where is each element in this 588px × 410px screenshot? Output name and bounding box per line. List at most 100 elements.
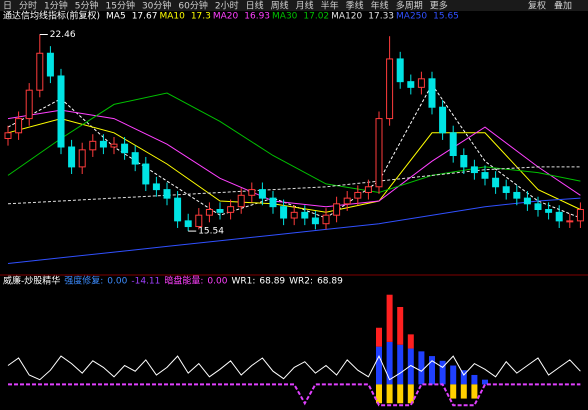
indicator-bar xyxy=(460,370,467,385)
indicator-bar xyxy=(471,374,478,385)
candle-body xyxy=(375,118,383,188)
readout-name: WR2: xyxy=(289,277,313,287)
readout-value: 68.89 xyxy=(259,277,285,287)
candle-body xyxy=(502,186,510,193)
candle-body xyxy=(4,132,12,139)
toolbar-tab[interactable]: 日线 xyxy=(246,0,264,12)
ma-line xyxy=(7,166,581,205)
candle-body xyxy=(576,209,584,222)
candle-body xyxy=(163,189,171,199)
candle-body xyxy=(78,149,86,168)
toolbar-button[interactable]: 叠加 xyxy=(554,1,572,12)
legend-value: 17.02 xyxy=(303,12,329,22)
toolbar-tab[interactable]: 15分钟 xyxy=(106,0,135,12)
toolbar-button[interactable]: 复权 xyxy=(528,0,546,12)
indicator-bar xyxy=(376,327,382,347)
legend-name: MA120 xyxy=(331,12,362,22)
legend-name: MA5 xyxy=(106,12,126,22)
candle-body xyxy=(258,189,266,199)
signal-line xyxy=(8,383,581,407)
toolbar-tab[interactable]: 月线 xyxy=(296,0,314,12)
legend-name: MA20 xyxy=(213,12,239,22)
candle-body xyxy=(15,118,23,134)
readout-value: 0.00 xyxy=(207,277,227,287)
candle-body xyxy=(280,206,288,219)
candle-body xyxy=(523,197,531,205)
candle-body xyxy=(407,81,415,88)
readout-name: 暗盘能量: xyxy=(164,275,203,287)
toolbar-tab[interactable]: 年线 xyxy=(371,0,389,12)
toolbar-tab[interactable]: 分时 xyxy=(19,0,37,12)
candle-body xyxy=(364,186,372,193)
candle-body xyxy=(269,197,277,208)
legend-value: 17.67 xyxy=(132,12,158,22)
candle-body xyxy=(195,214,203,228)
panel-title: 威廉-炒股精华 xyxy=(3,275,60,287)
readout-name: 强度修复: xyxy=(64,275,103,287)
ma-line xyxy=(7,197,581,264)
toolbar-tab[interactable]: 周线 xyxy=(271,0,289,12)
indicator-bar xyxy=(376,384,382,404)
indicator-bar xyxy=(418,351,425,385)
ma-line xyxy=(7,92,581,194)
toolbar-tab[interactable]: 5分钟 xyxy=(75,0,99,12)
indicator-bar xyxy=(407,384,414,404)
candle-body xyxy=(142,163,150,185)
candle-body xyxy=(89,140,97,151)
candle-body xyxy=(68,146,76,168)
indicator-bar xyxy=(397,384,404,404)
toolbar-tab[interactable]: 1分钟 xyxy=(44,0,68,12)
candle-body xyxy=(566,220,574,223)
readout-name: WR1: xyxy=(231,277,255,287)
candle-body xyxy=(110,143,118,148)
toolbar-tab[interactable]: 60分钟 xyxy=(178,0,207,12)
toolbar-tab[interactable]: 季线 xyxy=(346,0,364,12)
toolbar-tab[interactable]: 2小时 xyxy=(215,0,239,12)
toolbar-tab[interactable]: 半年 xyxy=(321,0,339,12)
readout-value: 0.00 xyxy=(107,277,127,287)
candle-body xyxy=(354,191,362,199)
panel-title: 通达信均线指标(前复权) xyxy=(3,10,100,22)
toolbar-tab[interactable]: 多周期 xyxy=(396,0,423,12)
candle-body xyxy=(121,143,129,154)
wr-line xyxy=(7,354,581,381)
candle-body xyxy=(386,58,394,120)
ma-line xyxy=(7,83,581,219)
indicator-bar xyxy=(429,356,435,385)
candle-body xyxy=(290,211,298,219)
indicator-bar xyxy=(376,346,382,385)
candle-body xyxy=(513,191,521,199)
candle-body xyxy=(460,155,468,168)
readout-value: -14.11 xyxy=(131,277,160,287)
candle-body xyxy=(439,106,447,134)
toolbar-tab[interactable]: 日 xyxy=(3,1,12,12)
indicator-bar xyxy=(397,344,404,385)
candle-body xyxy=(534,203,542,210)
candle-body xyxy=(343,197,351,205)
candle-body xyxy=(470,166,478,174)
candle-body xyxy=(205,209,213,216)
indicator-bar xyxy=(439,360,446,385)
ma-line xyxy=(7,109,581,208)
legend-value: 15.65 xyxy=(433,12,459,22)
candle-body xyxy=(492,177,500,188)
candle-body xyxy=(216,209,224,213)
legend-value: 17.3 xyxy=(191,12,211,22)
toolbar-tab[interactable]: 更多 xyxy=(430,0,448,12)
indicator-bar xyxy=(450,384,457,399)
candle-body xyxy=(184,220,192,228)
candle-body xyxy=(237,194,245,208)
indicator-bar xyxy=(450,365,457,385)
toolbar-tab[interactable]: 30分钟 xyxy=(142,0,171,12)
candle-body xyxy=(301,211,309,219)
legend-name: MA250 xyxy=(396,12,427,22)
indicator-bar xyxy=(386,341,393,385)
readout-value: 68.89 xyxy=(317,277,343,287)
indicator-bar xyxy=(407,334,414,349)
candle-body xyxy=(227,206,235,213)
candle-body xyxy=(333,203,341,216)
indicator-bar xyxy=(397,306,404,345)
indicator-bar xyxy=(386,294,393,342)
candle-body xyxy=(174,197,182,222)
